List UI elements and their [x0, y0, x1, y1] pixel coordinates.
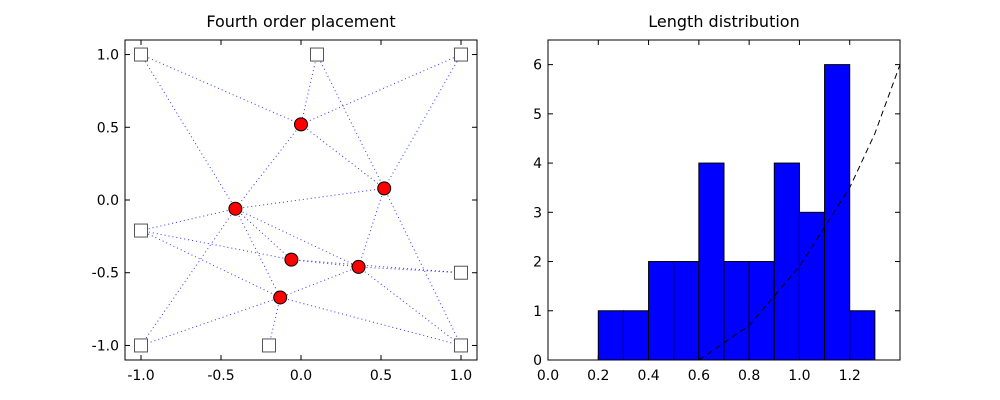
edge-line-1 — [140, 54, 236, 209]
placed-point-marker-0 — [294, 117, 308, 132]
histogram-bar-4 — [648, 261, 675, 361]
fixed-point-marker-5 — [134, 338, 148, 353]
placed-point-marker-2 — [228, 201, 243, 216]
edge-line-12 — [140, 208, 236, 346]
histogram-bar-11 — [824, 64, 851, 361]
edge-line-11 — [235, 208, 359, 268]
fixed-point-marker-1 — [310, 47, 324, 62]
y-tick-label-2: 2 — [533, 255, 542, 271]
histogram-bar-7 — [723, 261, 750, 361]
fixed-point-marker-0 — [134, 47, 148, 62]
fixed-point-marker-7 — [454, 338, 468, 353]
length-title: Length distribution — [648, 12, 799, 31]
x-tick-label-0: 0.0 — [537, 368, 559, 384]
fixed-point-marker-2 — [454, 47, 468, 62]
length-plot-area — [597, 64, 901, 361]
length-panel: Length distribution 0.0 0.2 0.4 0.6 0.8 1.0 1.… — [533, 12, 901, 384]
edge-line-6 — [300, 123, 385, 189]
edge-line-10 — [235, 208, 292, 261]
edge-line-14 — [358, 188, 385, 268]
edge-line-15 — [383, 188, 462, 346]
edge-line-3 — [316, 54, 385, 189]
x-tick-label-3: 0.5 — [370, 368, 392, 384]
edge-line-5 — [383, 54, 462, 189]
edge-line-21 — [280, 266, 359, 298]
placement-title: Fourth order placement — [206, 12, 395, 31]
histogram-bar-10 — [798, 211, 826, 361]
y-tick-label-6: 6 — [533, 58, 542, 74]
edge-line-20 — [291, 259, 462, 274]
edge-line-7 — [235, 124, 302, 210]
edge-line-17 — [140, 230, 281, 298]
placement-panel: Fourth order placement -1.0 -0.5 0.0 0.5 1.0… — [92, 12, 478, 384]
reference-curve — [698, 64, 901, 361]
y-tick-label-1: 0.5 — [97, 120, 119, 136]
x-tick-label-1: -0.5 — [207, 368, 234, 384]
y-tick-label-4: 4 — [533, 156, 542, 172]
fixed-point-marker-4 — [454, 265, 468, 280]
x-tick-label-4: 0.8 — [738, 368, 760, 384]
edge-line-9 — [140, 208, 236, 232]
histogram-bar-9 — [773, 162, 800, 361]
edge-line-0 — [140, 54, 302, 125]
x-tick-label-1: 0.2 — [587, 368, 609, 384]
y-tick-label-0: 0 — [533, 353, 542, 369]
x-tick-label-5: 1.0 — [788, 368, 810, 384]
edge-line-25 — [280, 296, 462, 346]
placement-ticks: -1.0 -0.5 0.0 0.5 1.0 1.0 0.5 0.0 -0.5 -1.0 — [92, 40, 477, 384]
placed-point-marker-5 — [273, 290, 288, 305]
y-tick-label-4: -1.0 — [92, 338, 119, 354]
edge-line-18 — [291, 259, 359, 268]
histogram-bar-3 — [622, 310, 650, 361]
y-tick-label-0: 1.0 — [97, 48, 119, 64]
edge-line-22 — [358, 266, 462, 346]
edge-line-13 — [234, 208, 281, 298]
placed-point-marker-4 — [351, 259, 366, 274]
edge-line-24 — [140, 296, 281, 346]
fixed-point-marker-3 — [134, 223, 148, 238]
x-tick-label-6: 1.2 — [839, 368, 861, 384]
histogram-bar-5 — [673, 261, 700, 361]
x-tick-label-2: 0.0 — [290, 368, 312, 384]
histogram-bar-2 — [597, 310, 624, 361]
fixed-point-marker-6 — [262, 338, 276, 353]
histogram-bar-12 — [849, 310, 876, 361]
edge-line-19 — [358, 266, 462, 274]
y-tick-label-2: 0.0 — [97, 193, 119, 209]
edge-line-2 — [300, 54, 318, 125]
placed-point-marker-1 — [377, 181, 392, 196]
y-tick-label-5: 5 — [533, 107, 542, 123]
placement-plot-area — [134, 47, 468, 353]
placed-point-marker-3 — [284, 252, 299, 267]
x-tick-label-4: 1.0 — [450, 368, 472, 384]
x-tick-label-0: -1.0 — [127, 368, 154, 384]
edge-line-16 — [140, 230, 292, 261]
y-tick-label-3: -0.5 — [92, 266, 119, 282]
placement-axes-frame — [124, 39, 478, 361]
length-ticks: 0.0 0.2 0.4 0.6 0.8 1.0 1.2 0 1 2 3 4 5 6 — [533, 40, 900, 384]
edge-line-4 — [300, 54, 462, 125]
edge-line-8 — [235, 187, 385, 210]
y-tick-label-3: 3 — [533, 205, 542, 221]
x-tick-label-2: 0.4 — [637, 368, 659, 384]
edge-line-23 — [268, 297, 281, 346]
histogram-bar-6 — [698, 162, 725, 361]
y-tick-label-1: 1 — [533, 304, 542, 320]
x-tick-label-3: 0.6 — [688, 368, 710, 384]
length-axes-frame — [547, 39, 901, 361]
